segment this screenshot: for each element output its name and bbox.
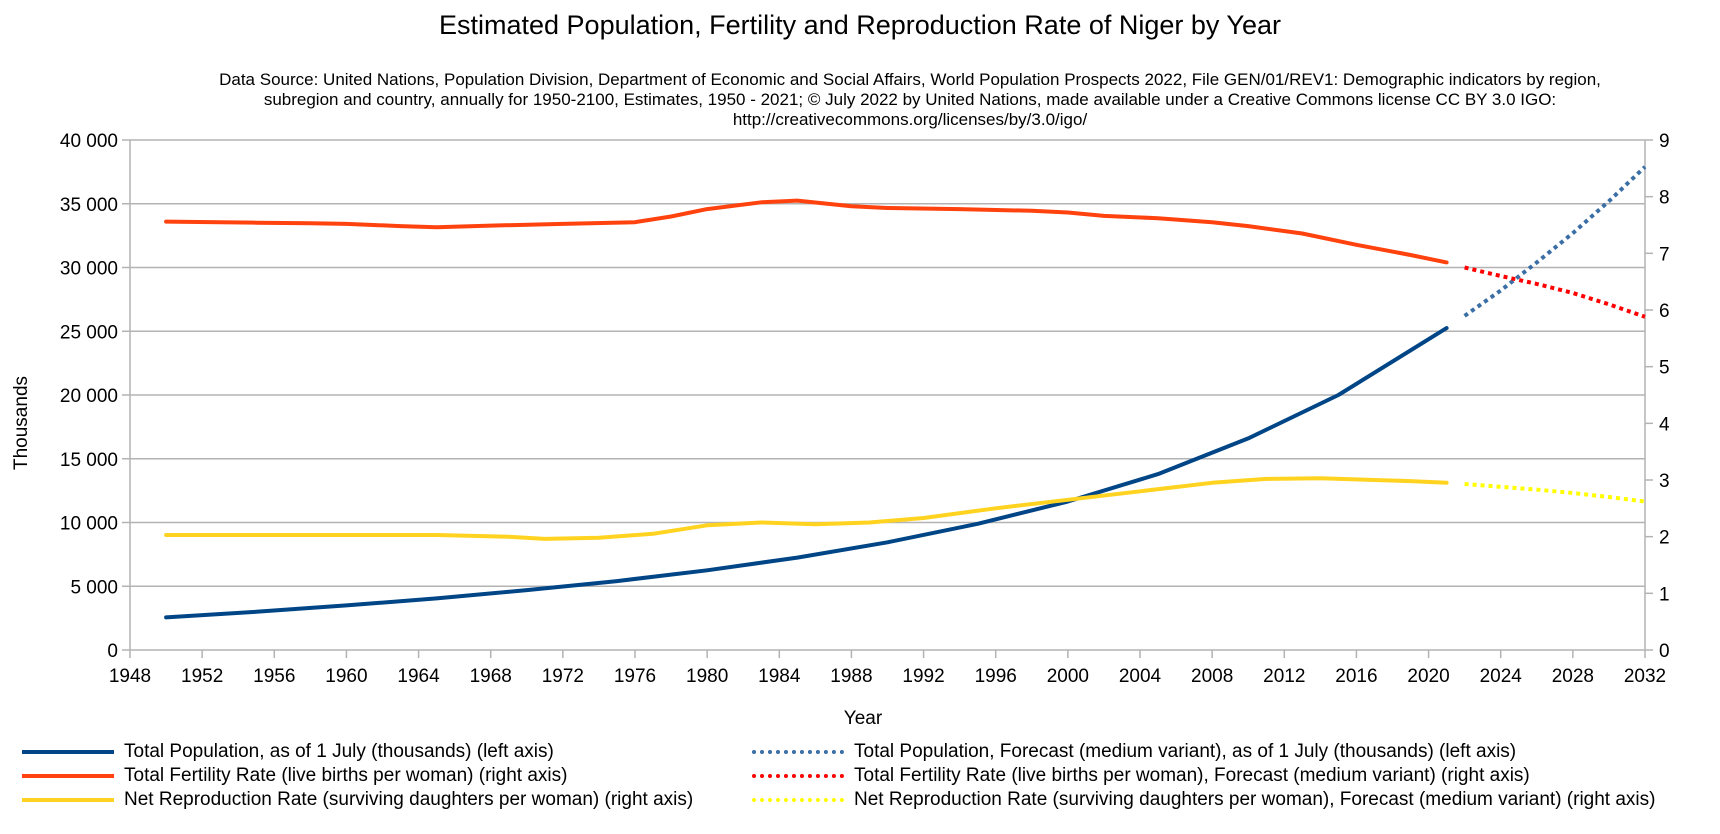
x-tick-label: 1956	[253, 666, 295, 687]
x-tick-label: 2032	[1624, 666, 1666, 687]
x-tick-label: 1988	[830, 666, 872, 687]
series-line-2	[164, 476, 1449, 541]
y2-tick-label: 4	[1659, 414, 1670, 435]
series-line-1	[164, 198, 1449, 265]
y2-tick-label: 9	[1659, 131, 1670, 152]
series-line-5	[1464, 482, 1646, 504]
x-tick-label: 2028	[1552, 666, 1594, 687]
x-tick-label: 2020	[1407, 666, 1449, 687]
x-tick-label: 1996	[975, 666, 1017, 687]
y2-tick-label: 1	[1659, 584, 1670, 605]
legend-swatch-population	[22, 750, 114, 754]
y2-tick-label: 5	[1659, 358, 1670, 379]
y-tick-label: 10 000	[60, 514, 118, 535]
y-axis-label: Thousands	[11, 376, 32, 470]
series-line-4	[1464, 265, 1646, 319]
y-tick-label: 0	[107, 641, 118, 662]
legend-item: Total Population, as of 1 July (thousand…	[22, 740, 693, 764]
x-tick-label: 1980	[686, 666, 728, 687]
legend-item: Net Reproduction Rate (surviving daughte…	[22, 788, 693, 812]
gridlines	[130, 139, 1645, 651]
x-axis-label: Year	[844, 708, 883, 729]
legend-label: Total Population, Forecast (medium varia…	[854, 741, 1517, 762]
y-tick-label: 20 000	[60, 386, 118, 407]
y-tick-label: 15 000	[60, 450, 118, 471]
x-tick-label: 1960	[325, 666, 367, 687]
series-line-0	[164, 326, 1449, 620]
legend-swatch-population-forecast	[752, 750, 844, 754]
y2-tick-label: 7	[1659, 244, 1670, 265]
x-tick-label: 1972	[542, 666, 584, 687]
legend-item: Net Reproduction Rate (surviving daughte…	[752, 788, 1655, 812]
x-tick-label: 1964	[397, 666, 440, 687]
legend-swatch-fertility	[22, 774, 114, 778]
legend-swatch-reproduction-forecast	[752, 798, 844, 802]
x-tick-label: 2024	[1480, 666, 1523, 687]
legend-item: Total Fertility Rate (live births per wo…	[752, 764, 1655, 788]
legend-item: Total Population, Forecast (medium varia…	[752, 740, 1655, 764]
x-tick-label: 2012	[1263, 666, 1305, 687]
y-tick-label: 40 000	[60, 131, 118, 152]
x-tick-label: 1984	[758, 666, 801, 687]
x-tick-label: 1952	[181, 666, 223, 687]
legend-label: Total Population, as of 1 July (thousand…	[124, 741, 554, 762]
y2-tick-label: 6	[1659, 301, 1670, 322]
series-lines	[164, 165, 1647, 620]
y2-tick-label: 0	[1659, 641, 1670, 662]
y-tick-label: 35 000	[60, 195, 118, 216]
y-tick-label: 30 000	[60, 259, 118, 280]
x-tick-label: 2008	[1191, 666, 1233, 687]
y2-tick-label: 8	[1659, 188, 1670, 209]
legend-item: Total Fertility Rate (live births per wo…	[22, 764, 693, 788]
y2-tick-label: 2	[1659, 528, 1670, 549]
legend: Total Population, as of 1 July (thousand…	[0, 740, 1720, 830]
legend-swatch-fertility-forecast	[752, 774, 844, 778]
legend-label: Total Fertility Rate (live births per wo…	[124, 765, 568, 786]
x-tick-label: 2016	[1335, 666, 1377, 687]
x-tick-label: 1948	[109, 666, 151, 687]
x-tick-label: 2004	[1119, 666, 1162, 687]
legend-label: Net Reproduction Rate (surviving daughte…	[854, 789, 1656, 810]
y-tick-label: 5 000	[70, 577, 118, 598]
x-tick-label: 1968	[470, 666, 512, 687]
y2-tick-label: 3	[1659, 471, 1670, 492]
legend-column-left: Total Population, as of 1 July (thousand…	[22, 740, 693, 812]
x-tick-label: 2000	[1047, 666, 1089, 687]
legend-swatch-reproduction	[22, 798, 114, 802]
chart-subtitle: Data Source: United Nations, Population …	[219, 70, 1601, 129]
series-line-3	[1463, 165, 1647, 318]
y-tick-label: 25 000	[60, 322, 118, 343]
legend-column-right: Total Population, Forecast (medium varia…	[752, 740, 1655, 812]
x-tick-label: 1992	[902, 666, 944, 687]
chart-title: Estimated Population, Fertility and Repr…	[439, 10, 1281, 40]
x-tick-label: 1976	[614, 666, 656, 687]
legend-label: Net Reproduction Rate (surviving daughte…	[124, 789, 694, 810]
legend-label: Total Fertility Rate (live births per wo…	[854, 765, 1530, 786]
